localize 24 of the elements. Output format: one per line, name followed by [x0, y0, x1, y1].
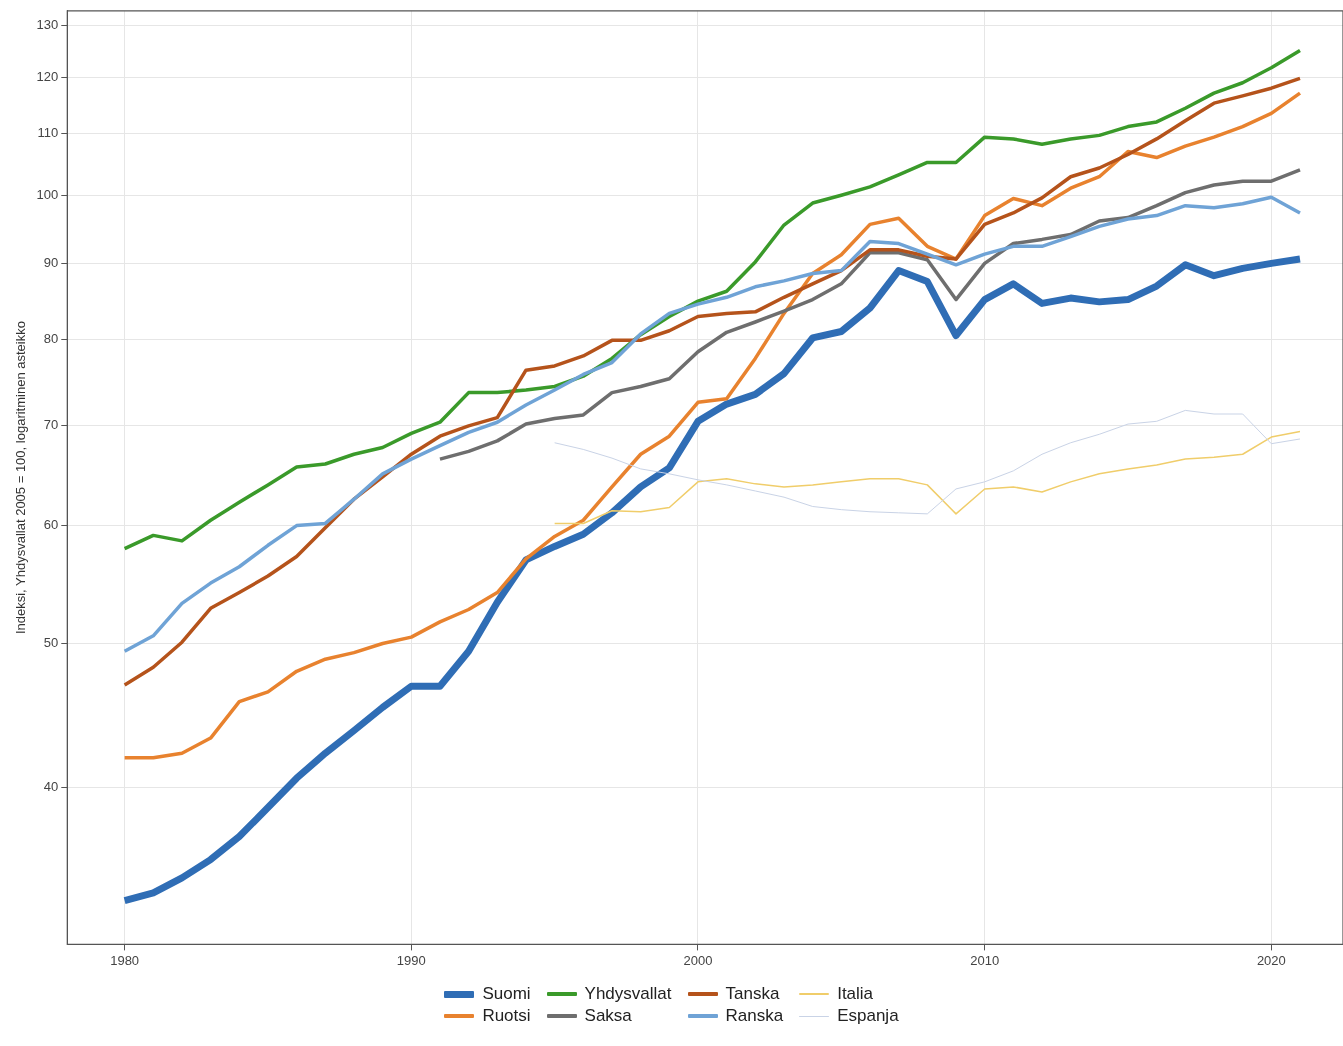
legend-label: Ranska — [725, 1006, 784, 1026]
y-tick-label: 60 — [43, 517, 59, 533]
x-tick-label: 2020 — [1256, 952, 1286, 968]
legend-label: Ruotsi — [482, 1006, 531, 1026]
x-tick-label: 1990 — [396, 952, 426, 968]
y-tick-label: 130 — [36, 17, 59, 33]
y-tick-label: 40 — [43, 779, 59, 795]
legend-label: Yhdysvallat — [584, 984, 672, 1004]
y-tick-label: 50 — [43, 635, 59, 651]
y-tick-label: 120 — [36, 68, 59, 84]
y-tick-label: 70 — [43, 417, 59, 433]
y-axis-title: Indeksi, Yhdysvallat 2005 = 100, logaritminen asteikko — [13, 321, 29, 635]
legend-label: Suomi — [482, 984, 531, 1004]
y-tick-label: 110 — [37, 125, 59, 141]
x-tick-label: 2000 — [683, 952, 713, 968]
x-tick-label: 1980 — [110, 952, 140, 968]
legend-label: Tanska — [725, 984, 780, 1004]
legend-label: Italia — [837, 984, 874, 1004]
y-tick-label: 100 — [36, 186, 59, 202]
legend-label: Saksa — [584, 1006, 632, 1026]
x-tick-label: 2010 — [970, 952, 1000, 968]
y-tick-label: 90 — [43, 254, 59, 270]
legend-label: Espanja — [837, 1006, 899, 1026]
y-tick-label: 80 — [43, 331, 59, 347]
